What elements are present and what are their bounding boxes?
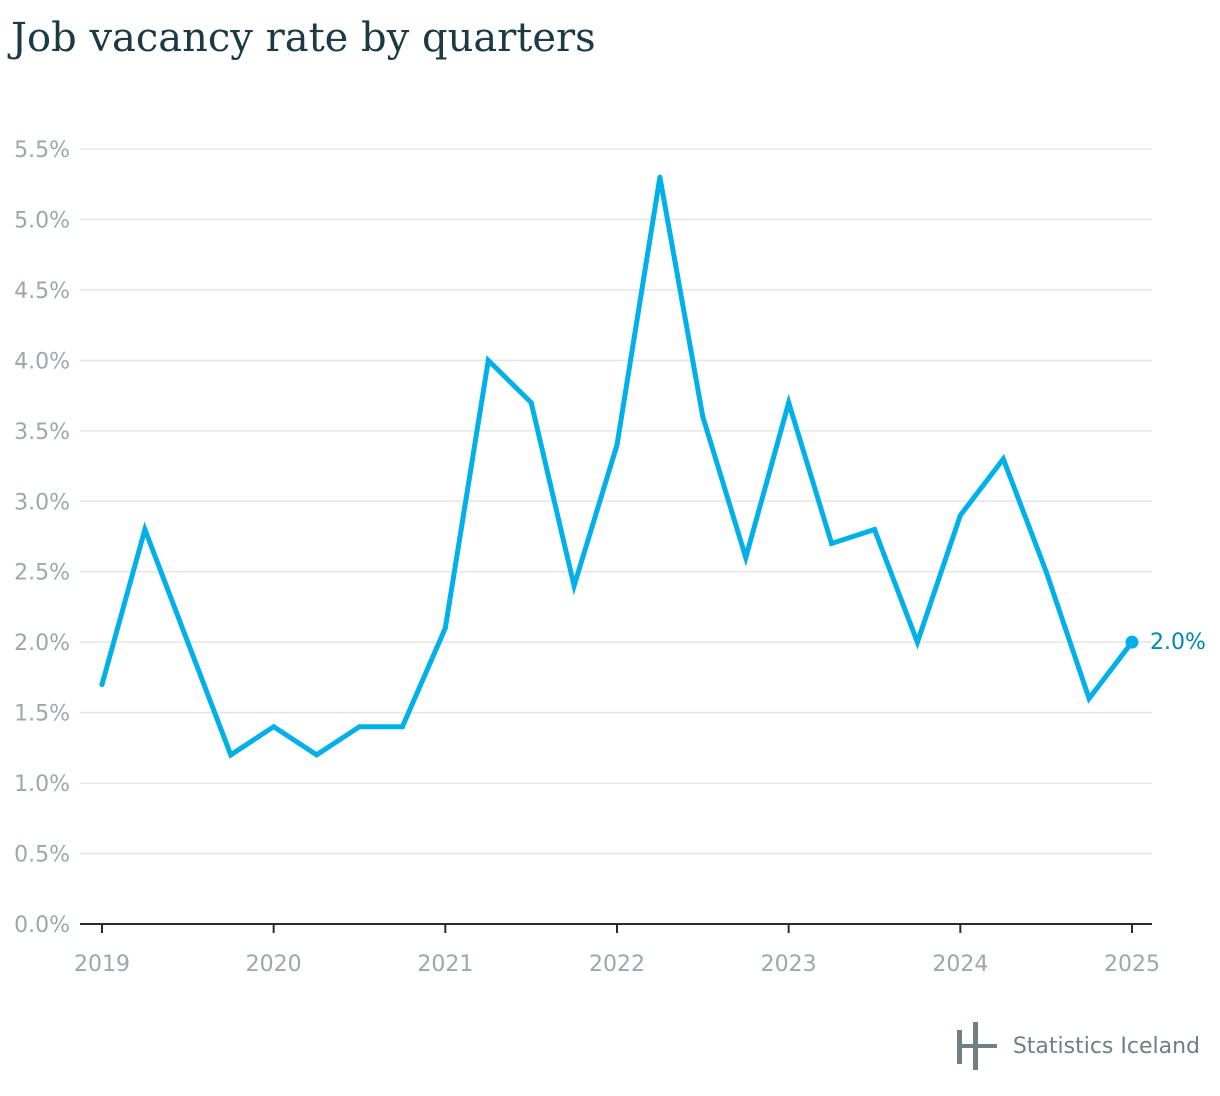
- data-point: [786, 400, 792, 406]
- end-point-marker: [1125, 635, 1139, 649]
- series-line: [99, 176, 1135, 759]
- data-point: [357, 724, 362, 730]
- y-tick-label: 4.5%: [14, 279, 70, 304]
- data-point: [271, 724, 277, 730]
- x-tick-label: 2021: [417, 952, 473, 977]
- x-axis: 2019 2020 2021 2022 2023 2024 2025: [74, 923, 1160, 977]
- x-tick-label: 2020: [246, 952, 302, 977]
- statistics-iceland-logo[interactable]: Statistics Iceland: [956, 1020, 1200, 1072]
- data-point: [1000, 456, 1006, 462]
- x-tick-label: 2023: [761, 952, 817, 977]
- data-point: [314, 752, 320, 758]
- data-point: [743, 555, 749, 561]
- statistics-iceland-logo-icon: [956, 1022, 997, 1070]
- x-tick-label: 2024: [932, 952, 988, 977]
- data-point: [914, 639, 920, 645]
- data-point: [442, 625, 448, 631]
- series-layer: 2.0%: [99, 174, 1206, 759]
- data-point: [872, 526, 877, 532]
- y-tick-label: 3.0%: [14, 490, 70, 515]
- data-point: [399, 724, 405, 730]
- x-tick-label: 2022: [589, 952, 645, 977]
- line-chart: 0.0% 0.5% 1.0% 1.5% 2.0% 2.5% 3.0% 3.5% 4.0% 4.5%…: [14, 138, 1206, 977]
- y-tick-label: 5.5%: [14, 138, 70, 163]
- data-point: [228, 752, 234, 758]
- y-tick-label: 5.0%: [14, 208, 70, 233]
- gridlines: [80, 148, 1152, 855]
- data-point: [485, 357, 491, 363]
- y-tick-label: 2.5%: [14, 561, 70, 586]
- y-tick-label: 1.5%: [14, 702, 70, 727]
- data-point: [614, 442, 620, 448]
- y-tick-label: 3.5%: [14, 420, 70, 445]
- end-value-label: 2.0%: [1150, 630, 1206, 655]
- x-tick-label: 2025: [1104, 952, 1160, 977]
- chart-title: Job vacancy rate by quarters: [11, 15, 596, 61]
- y-axis-labels: 0.0% 0.5% 1.0% 1.5% 2.0% 2.5% 3.0% 3.5% 4.0% 4.5%…: [14, 138, 70, 938]
- y-tick-label: 0.5%: [14, 843, 70, 868]
- y-tick-label: 1.0%: [14, 772, 70, 797]
- data-point: [528, 400, 534, 406]
- data-point: [957, 512, 963, 518]
- data-point: [185, 639, 191, 645]
- y-tick-label: 2.0%: [14, 631, 70, 656]
- data-point: [99, 681, 105, 687]
- data-point: [1086, 696, 1092, 702]
- y-tick-label: 0.0%: [14, 913, 70, 938]
- data-point: [571, 583, 577, 589]
- x-tick-label: 2019: [74, 952, 130, 977]
- data-point: [142, 526, 148, 532]
- data-point: [657, 174, 663, 180]
- data-point: [829, 541, 835, 547]
- data-point: [700, 414, 706, 420]
- logo-text: Statistics Iceland: [1012, 1033, 1200, 1059]
- data-point: [1043, 569, 1049, 575]
- y-tick-label: 4.0%: [14, 349, 70, 374]
